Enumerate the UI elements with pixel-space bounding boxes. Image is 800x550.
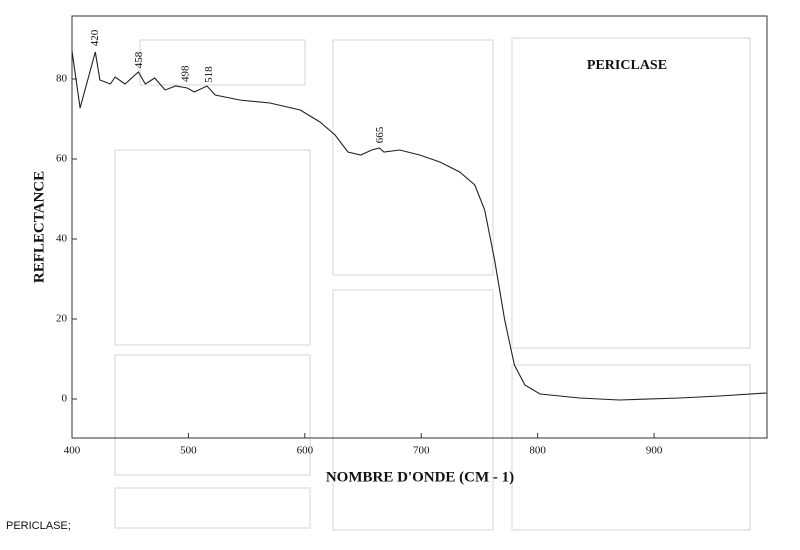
spectrum-line bbox=[71, 50, 767, 401]
y-axis-label: REFLECTANCE bbox=[31, 171, 47, 283]
x-axis-label: NOMBRE D'ONDE (CM - 1) bbox=[326, 469, 514, 485]
y-tick-label: 20 bbox=[56, 313, 68, 325]
x-tick-label: 700 bbox=[413, 445, 430, 457]
peak-label: 665 bbox=[374, 126, 386, 143]
plot-frame bbox=[71, 15, 768, 439]
y-tick-label: 60 bbox=[56, 153, 68, 165]
caption: PERICLASE; bbox=[6, 520, 71, 532]
peak-label: 420 bbox=[89, 29, 101, 46]
peak-label: 498 bbox=[180, 65, 192, 82]
peak-label: 518 bbox=[203, 66, 215, 83]
y-tick-label: 80 bbox=[56, 73, 68, 85]
x-tick-label: 800 bbox=[529, 445, 546, 457]
y-tick-label: 40 bbox=[56, 233, 68, 245]
x-tick-label: 500 bbox=[180, 445, 197, 457]
x-tick-label: 900 bbox=[646, 445, 663, 457]
y-tick-label: 0 bbox=[62, 393, 68, 405]
x-tick-label: 600 bbox=[297, 445, 314, 457]
background-form bbox=[114, 37, 751, 531]
peak-label: 458 bbox=[133, 51, 145, 68]
x-tick-label: 400 bbox=[64, 445, 81, 457]
chart-title: PERICLASE bbox=[587, 58, 667, 73]
